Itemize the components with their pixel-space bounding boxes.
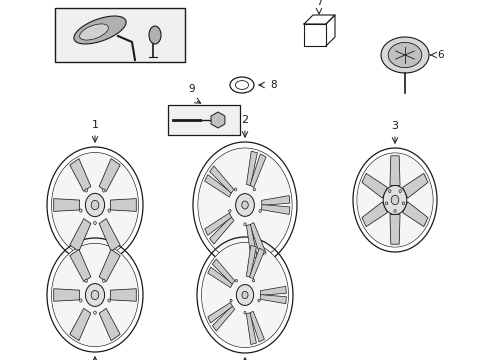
Ellipse shape (383, 185, 406, 215)
Ellipse shape (202, 243, 287, 347)
Text: 10: 10 (174, 23, 187, 33)
Polygon shape (389, 156, 399, 185)
Ellipse shape (390, 195, 398, 205)
Polygon shape (204, 213, 231, 235)
Ellipse shape (242, 291, 247, 299)
Ellipse shape (80, 209, 82, 212)
Polygon shape (260, 294, 286, 304)
Ellipse shape (244, 311, 245, 314)
Ellipse shape (74, 16, 126, 44)
Ellipse shape (398, 190, 401, 193)
Polygon shape (209, 166, 233, 193)
Ellipse shape (387, 42, 421, 68)
Ellipse shape (108, 299, 110, 302)
Polygon shape (207, 302, 232, 323)
Ellipse shape (241, 201, 248, 209)
Ellipse shape (236, 284, 253, 305)
Ellipse shape (388, 190, 390, 193)
Ellipse shape (102, 279, 105, 282)
Ellipse shape (85, 189, 87, 192)
Ellipse shape (402, 202, 404, 205)
Polygon shape (54, 289, 80, 301)
Ellipse shape (80, 24, 108, 40)
Ellipse shape (253, 188, 255, 191)
Polygon shape (110, 289, 136, 301)
Polygon shape (261, 195, 289, 205)
Ellipse shape (356, 153, 432, 247)
Ellipse shape (80, 299, 82, 302)
Polygon shape (99, 309, 120, 341)
Ellipse shape (85, 193, 104, 217)
Ellipse shape (257, 299, 260, 302)
Ellipse shape (234, 188, 236, 191)
Polygon shape (361, 202, 386, 226)
Polygon shape (204, 175, 231, 197)
FancyBboxPatch shape (55, 8, 184, 62)
Polygon shape (70, 159, 91, 192)
Text: 6: 6 (436, 50, 443, 60)
Text: 2: 2 (241, 115, 248, 125)
Polygon shape (249, 311, 264, 342)
Ellipse shape (149, 26, 161, 44)
Polygon shape (54, 199, 80, 211)
Polygon shape (212, 259, 234, 284)
Ellipse shape (52, 244, 138, 346)
Polygon shape (246, 313, 256, 345)
Ellipse shape (393, 210, 395, 212)
Ellipse shape (229, 299, 232, 302)
Polygon shape (110, 199, 136, 211)
Polygon shape (389, 215, 399, 244)
Ellipse shape (380, 37, 428, 73)
Polygon shape (261, 204, 289, 215)
Text: 7: 7 (315, 0, 322, 7)
Ellipse shape (228, 210, 230, 212)
Polygon shape (402, 174, 427, 198)
Ellipse shape (52, 153, 138, 257)
Polygon shape (99, 159, 120, 192)
Polygon shape (207, 267, 232, 288)
Text: 1: 1 (91, 120, 98, 130)
Ellipse shape (244, 223, 245, 226)
Ellipse shape (94, 311, 96, 314)
Polygon shape (402, 202, 427, 226)
Ellipse shape (235, 194, 254, 216)
Ellipse shape (198, 148, 291, 262)
Ellipse shape (235, 279, 237, 282)
Ellipse shape (252, 279, 254, 282)
Polygon shape (70, 309, 91, 341)
Polygon shape (212, 306, 234, 331)
Ellipse shape (85, 279, 87, 282)
Polygon shape (246, 224, 257, 259)
FancyBboxPatch shape (168, 105, 240, 135)
Ellipse shape (94, 221, 96, 225)
Text: 9: 9 (188, 84, 195, 94)
Polygon shape (249, 154, 265, 187)
Ellipse shape (108, 209, 110, 212)
Polygon shape (209, 217, 233, 244)
Ellipse shape (259, 210, 261, 212)
Ellipse shape (102, 189, 105, 192)
Text: 11: 11 (93, 50, 106, 60)
Polygon shape (70, 219, 91, 251)
Polygon shape (249, 248, 264, 279)
Polygon shape (99, 249, 120, 282)
Polygon shape (70, 249, 91, 282)
Polygon shape (246, 246, 256, 277)
Ellipse shape (91, 201, 99, 210)
Polygon shape (99, 219, 120, 251)
Polygon shape (246, 151, 257, 185)
Polygon shape (361, 174, 386, 198)
Polygon shape (260, 286, 286, 295)
Ellipse shape (91, 291, 99, 300)
Ellipse shape (85, 284, 104, 306)
Polygon shape (249, 222, 265, 256)
Text: 3: 3 (391, 121, 398, 131)
Text: 8: 8 (269, 80, 276, 90)
Ellipse shape (385, 202, 387, 205)
